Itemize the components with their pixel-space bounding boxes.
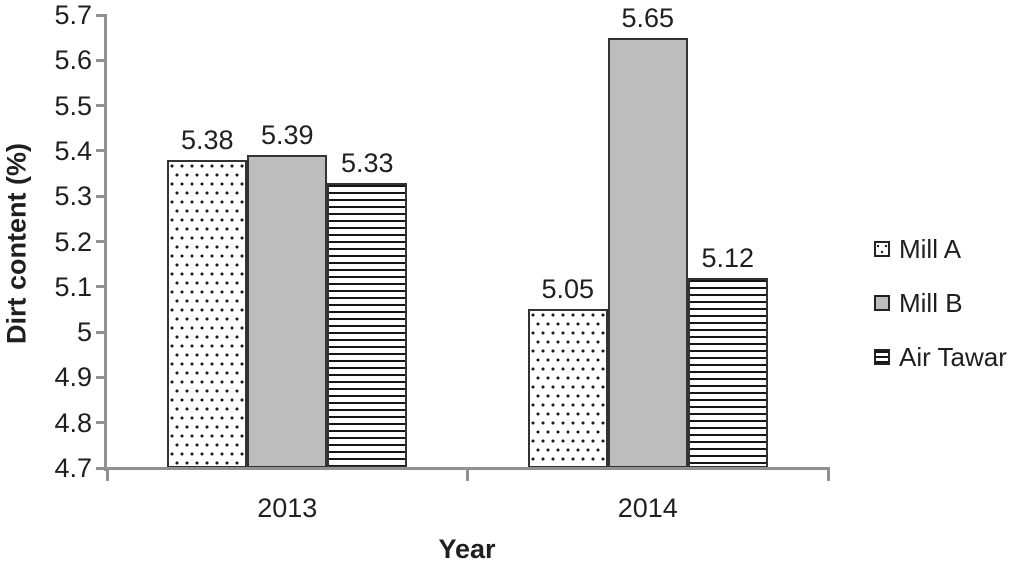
y-tick-label: 5.5	[54, 90, 92, 121]
y-tick-label: 5.6	[54, 45, 92, 76]
x-tick-mark	[826, 467, 830, 481]
bar-mill-a-2013	[167, 159, 248, 468]
bar-mill-b-2014	[607, 37, 688, 468]
legend-item-air-tawar: Air Tawar	[874, 330, 1007, 384]
bar-value-label: 5.33	[340, 147, 394, 178]
bar-value-label: 5.12	[701, 242, 755, 273]
y-tick-label: 4.8	[54, 407, 92, 438]
y-tick-label: 5.4	[54, 135, 92, 166]
y-tick-label: 5.7	[54, 0, 92, 30]
legend-label: Mill B	[899, 287, 963, 318]
y-axis-line	[104, 14, 107, 471]
legend-item-mill-b: Mill B	[874, 276, 1007, 330]
x-tick-mark	[105, 467, 109, 481]
legend-swatch	[874, 241, 890, 257]
y-tick-mark	[96, 104, 107, 108]
y-tick-label: 5.1	[54, 271, 92, 302]
y-tick-mark	[96, 330, 107, 334]
y-tick-label: 4.7	[54, 453, 92, 483]
bar-mill-b-2013	[247, 155, 328, 468]
x-tick-label-2014: 2014	[617, 493, 678, 523]
legend-label: Mill A	[899, 233, 962, 264]
legend-swatch	[874, 295, 890, 311]
y-tick-mark	[96, 194, 107, 198]
y-tick-mark	[96, 240, 107, 243]
x-tick-label-2013: 2013	[257, 493, 318, 523]
y-tick-mark	[96, 285, 107, 289]
y-tick-label: 5.2	[54, 226, 92, 257]
bar-value-label: 5.05	[541, 274, 595, 305]
y-tick-mark	[96, 421, 107, 425]
bar-air-tawar-2014	[687, 277, 768, 468]
y-tick-mark	[96, 375, 107, 379]
y-tick-mark	[96, 466, 107, 470]
y-tick-mark	[96, 13, 107, 17]
bar-air-tawar-2013	[327, 182, 408, 468]
bar-value-label: 5.65	[621, 2, 675, 33]
legend-swatch	[874, 349, 890, 365]
x-axis-title: Year	[438, 534, 496, 564]
legend-label: Air Tawar	[899, 341, 1007, 372]
legend: Mill A Mill B Air Tawar	[874, 222, 1007, 384]
y-tick-mark	[96, 149, 107, 153]
legend-item-mill-a: Mill A	[874, 222, 1007, 276]
y-tick-label: 4.9	[54, 362, 92, 393]
bar-value-label: 5.39	[260, 120, 314, 151]
bar-mill-a-2014	[527, 309, 608, 468]
x-tick-mark	[466, 467, 469, 481]
y-tick-label: 5	[76, 317, 92, 348]
y-tick-label: 5.3	[54, 181, 92, 212]
bar-value-label: 5.38	[180, 124, 234, 155]
y-tick-mark	[96, 58, 107, 62]
